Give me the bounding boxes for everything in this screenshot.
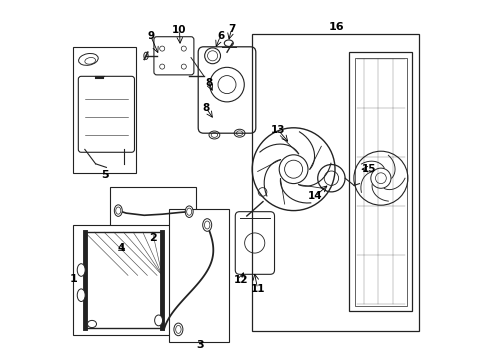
Text: 14: 14 bbox=[308, 191, 322, 201]
Text: 1: 1 bbox=[69, 274, 77, 284]
Text: 13: 13 bbox=[271, 125, 286, 135]
Text: 10: 10 bbox=[172, 25, 187, 35]
Ellipse shape bbox=[77, 289, 85, 302]
Text: 11: 11 bbox=[250, 284, 265, 294]
Ellipse shape bbox=[155, 315, 163, 326]
Text: 2: 2 bbox=[149, 233, 157, 243]
Ellipse shape bbox=[77, 264, 85, 276]
Text: 5: 5 bbox=[101, 170, 108, 180]
Bar bbox=[170, 209, 229, 342]
Text: 6: 6 bbox=[217, 31, 224, 41]
Ellipse shape bbox=[114, 205, 122, 216]
Text: 12: 12 bbox=[234, 275, 248, 285]
Bar bbox=[85, 232, 162, 328]
Ellipse shape bbox=[203, 219, 212, 231]
Ellipse shape bbox=[185, 206, 193, 217]
Text: 16: 16 bbox=[329, 22, 344, 32]
Text: 15: 15 bbox=[362, 164, 376, 174]
Bar bbox=[73, 47, 136, 173]
Bar bbox=[252, 34, 418, 331]
Ellipse shape bbox=[174, 323, 183, 336]
Bar bbox=[110, 187, 196, 236]
Bar bbox=[349, 52, 413, 311]
Text: 4: 4 bbox=[117, 243, 124, 253]
Text: 8: 8 bbox=[202, 103, 210, 113]
Ellipse shape bbox=[88, 320, 97, 328]
Text: 9: 9 bbox=[147, 31, 154, 41]
Text: 7: 7 bbox=[228, 24, 235, 34]
Bar bbox=[73, 225, 172, 335]
Bar bbox=[355, 58, 407, 306]
Text: 8: 8 bbox=[205, 78, 213, 88]
Text: 3: 3 bbox=[196, 340, 204, 350]
